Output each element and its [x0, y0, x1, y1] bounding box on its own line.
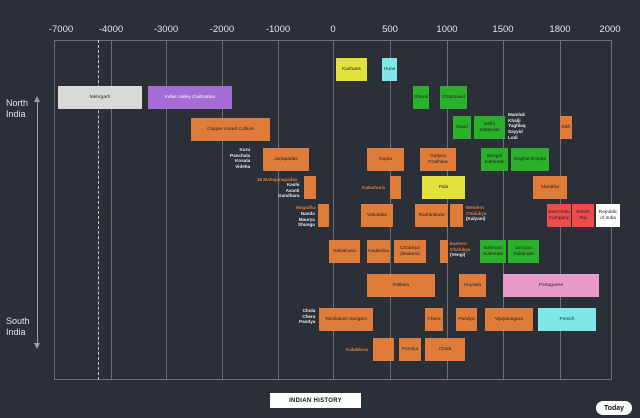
label-mamluk: Mamluk Khalji Tughlaq Sayyid Lodi [508, 112, 526, 140]
block-ghaznavid[interactable]: Ghaznavid [440, 86, 467, 109]
block-gurjara-pratihara[interactable]: Gurjara Pratihara [420, 148, 456, 171]
gridline [333, 40, 334, 380]
block-maratha[interactable]: Maratha [533, 176, 567, 199]
diagram-title: INDIAN HISTORY [270, 393, 361, 408]
label-western-chalukya: Western Chalukya [466, 205, 487, 216]
tick-label: 2000 [599, 24, 621, 35]
today-button[interactable]: Today [596, 401, 632, 415]
tick-label: -4000 [98, 24, 124, 35]
tick-label: 1000 [436, 24, 458, 35]
block-kushans[interactable]: Kushans [336, 58, 367, 81]
gridline [503, 40, 504, 380]
region-south: South India [6, 316, 30, 337]
arrow-down-icon [34, 343, 40, 349]
gridline [278, 40, 279, 380]
region-north: North India [6, 98, 29, 119]
block-chera[interactable]: Chera [425, 308, 443, 331]
region-axis [37, 101, 38, 344]
tick-label: -7000 [48, 24, 74, 35]
tick-label: 500 [382, 24, 398, 35]
block-pallava[interactable]: Pallava [367, 274, 435, 297]
block-western-chalukya[interactable] [450, 204, 463, 227]
block-british-raj[interactable]: British Raj [572, 204, 594, 227]
tick-label: 1800 [549, 24, 571, 35]
arrow-up-icon [34, 96, 40, 102]
block-gauri[interactable]: Gauri [453, 116, 471, 139]
block-kalabhras[interactable] [373, 338, 394, 361]
block-mughal[interactable]: Mughal Empire [511, 148, 549, 171]
gridline [222, 40, 223, 380]
block-sikh[interactable]: Sikh [560, 116, 572, 139]
block-vijayanagara[interactable]: Vijayanagara [485, 308, 533, 331]
block-tamilakam[interactable]: Tamilakam Sangam [319, 308, 373, 331]
block-eastern-chalukya[interactable] [440, 240, 448, 263]
block-huns[interactable]: Huns [382, 58, 397, 81]
block-satvahana[interactable]: Satvahana [329, 240, 360, 263]
block-kadamba[interactable]: Kadamba [367, 240, 390, 263]
block-magadha[interactable] [318, 204, 329, 227]
label-nanda: Nanda Maurya Shunga [298, 211, 315, 228]
label-kalabhras: Kalabhras [346, 347, 369, 352]
block-pandya[interactable]: Pandya [456, 308, 477, 331]
gridline [98, 40, 100, 380]
label-kashi: Kashi Avanti Gandhara [278, 182, 300, 199]
block-pala[interactable]: Pala [422, 176, 465, 199]
block-republic[interactable]: Republic of India [596, 204, 620, 227]
tick-label: -3000 [153, 24, 179, 35]
block-hoysala[interactable]: Hoysala [459, 274, 486, 297]
block-mahajanapadas[interactable] [304, 176, 316, 199]
block-bengal-sultanate[interactable]: Bengal Sultanate [481, 148, 508, 171]
block-east-india-company[interactable]: East India Company [547, 204, 571, 227]
block-gupta[interactable]: Gupta [367, 148, 404, 171]
block-gurjara-top[interactable]: Ghurid [413, 86, 429, 109]
block-chalukya-badami[interactable]: Chalukya (Badami) [394, 240, 426, 263]
label-chola-chera-pandya: Chola Chera Pandya [299, 308, 316, 325]
tick-label: -2000 [209, 24, 235, 35]
block-pandya-2[interactable]: Pandya [399, 338, 421, 361]
label-kalachuris: Kalachuris [362, 185, 386, 190]
block-indus[interactable]: Indus Valley Civilization [148, 86, 232, 109]
tick-label: 1500 [492, 24, 514, 35]
block-mehrgarh[interactable]: Mehrgarh [58, 86, 142, 109]
label-eastern-chalukya: Eastern Chalukya [450, 241, 471, 252]
block-delhi-sultanate[interactable]: Delhi Sultanate [474, 116, 505, 139]
block-deccan[interactable]: Deccan Sultanate [508, 240, 539, 263]
label-magadha: Magadha [296, 205, 316, 210]
label-kuru: Kuru Panchala Kosala Videha [230, 147, 251, 170]
block-janapadas[interactable]: Janapadas [263, 148, 309, 171]
label-mahajanapadas: 16 Mahajanapadas [257, 177, 298, 182]
block-rashtrakuta[interactable]: Rashtrakuta [415, 204, 448, 227]
block-kalachuris[interactable] [390, 176, 401, 199]
block-bahmani[interactable]: Bahmani Sultanate [480, 240, 506, 263]
tick-label: 0 [330, 24, 336, 35]
label-vengi: (Vengi) [450, 252, 466, 257]
gridline [111, 40, 112, 380]
gridline [166, 40, 167, 380]
block-french[interactable]: French [538, 308, 596, 331]
label-kalyani: (Kalyani) [466, 216, 486, 221]
block-portuguese[interactable]: Portuguese [503, 274, 599, 297]
block-chola[interactable]: Chola [425, 338, 465, 361]
tick-label: -1000 [265, 24, 291, 35]
block-copper-hoard[interactable]: Copper Hoard Culture [191, 118, 270, 141]
block-vakataka[interactable]: Vakataka [361, 204, 393, 227]
